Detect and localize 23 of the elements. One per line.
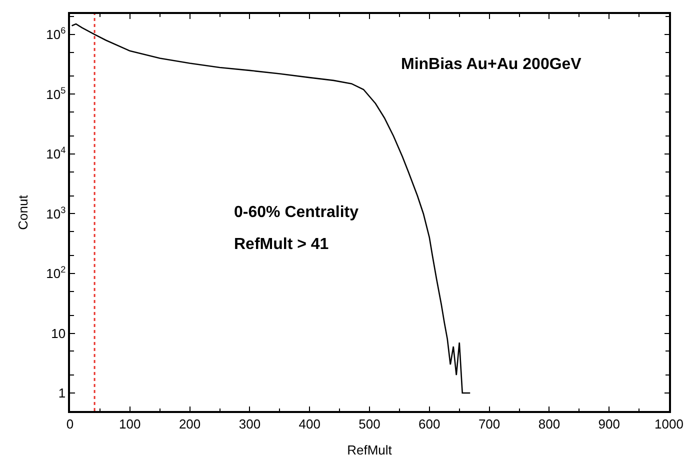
- x-tick-label: 800: [538, 416, 560, 432]
- x-tick-label: 200: [178, 416, 201, 432]
- y-axis-title: Conut: [16, 194, 31, 230]
- x-tick-label: 300: [238, 416, 261, 432]
- x-tick-label: 700: [478, 416, 500, 432]
- y-tick-label: 10: [51, 326, 66, 341]
- x-tick-label: 400: [298, 416, 320, 432]
- y-tick-label: 10$^{4}$: [46, 145, 66, 162]
- y-tick-label: 1: [58, 386, 66, 401]
- x-tick-label: 600: [418, 416, 440, 432]
- y-tick-label: 10$^{3}$: [46, 204, 66, 222]
- y-tick-label: 10$^{6}$: [46, 26, 66, 42]
- x-tick-label: 500: [358, 416, 380, 432]
- y-tick-label: 10$^{5}$: [46, 85, 66, 102]
- x-tick-label: 0: [66, 416, 74, 432]
- x-tick-label: 900: [598, 416, 620, 432]
- x-tick-label: 1000: [654, 416, 684, 432]
- annotation: MinBias Au+Au 200GeV: [401, 56, 582, 73]
- y-tick-label: 10$^{2}$: [46, 264, 66, 282]
- annotation: 0-60% Centrality: [234, 204, 359, 221]
- x-axis-title: RefMult: [347, 442, 392, 458]
- x-tick-label: 100: [119, 416, 141, 432]
- annotation: RefMult > 41: [234, 236, 329, 253]
